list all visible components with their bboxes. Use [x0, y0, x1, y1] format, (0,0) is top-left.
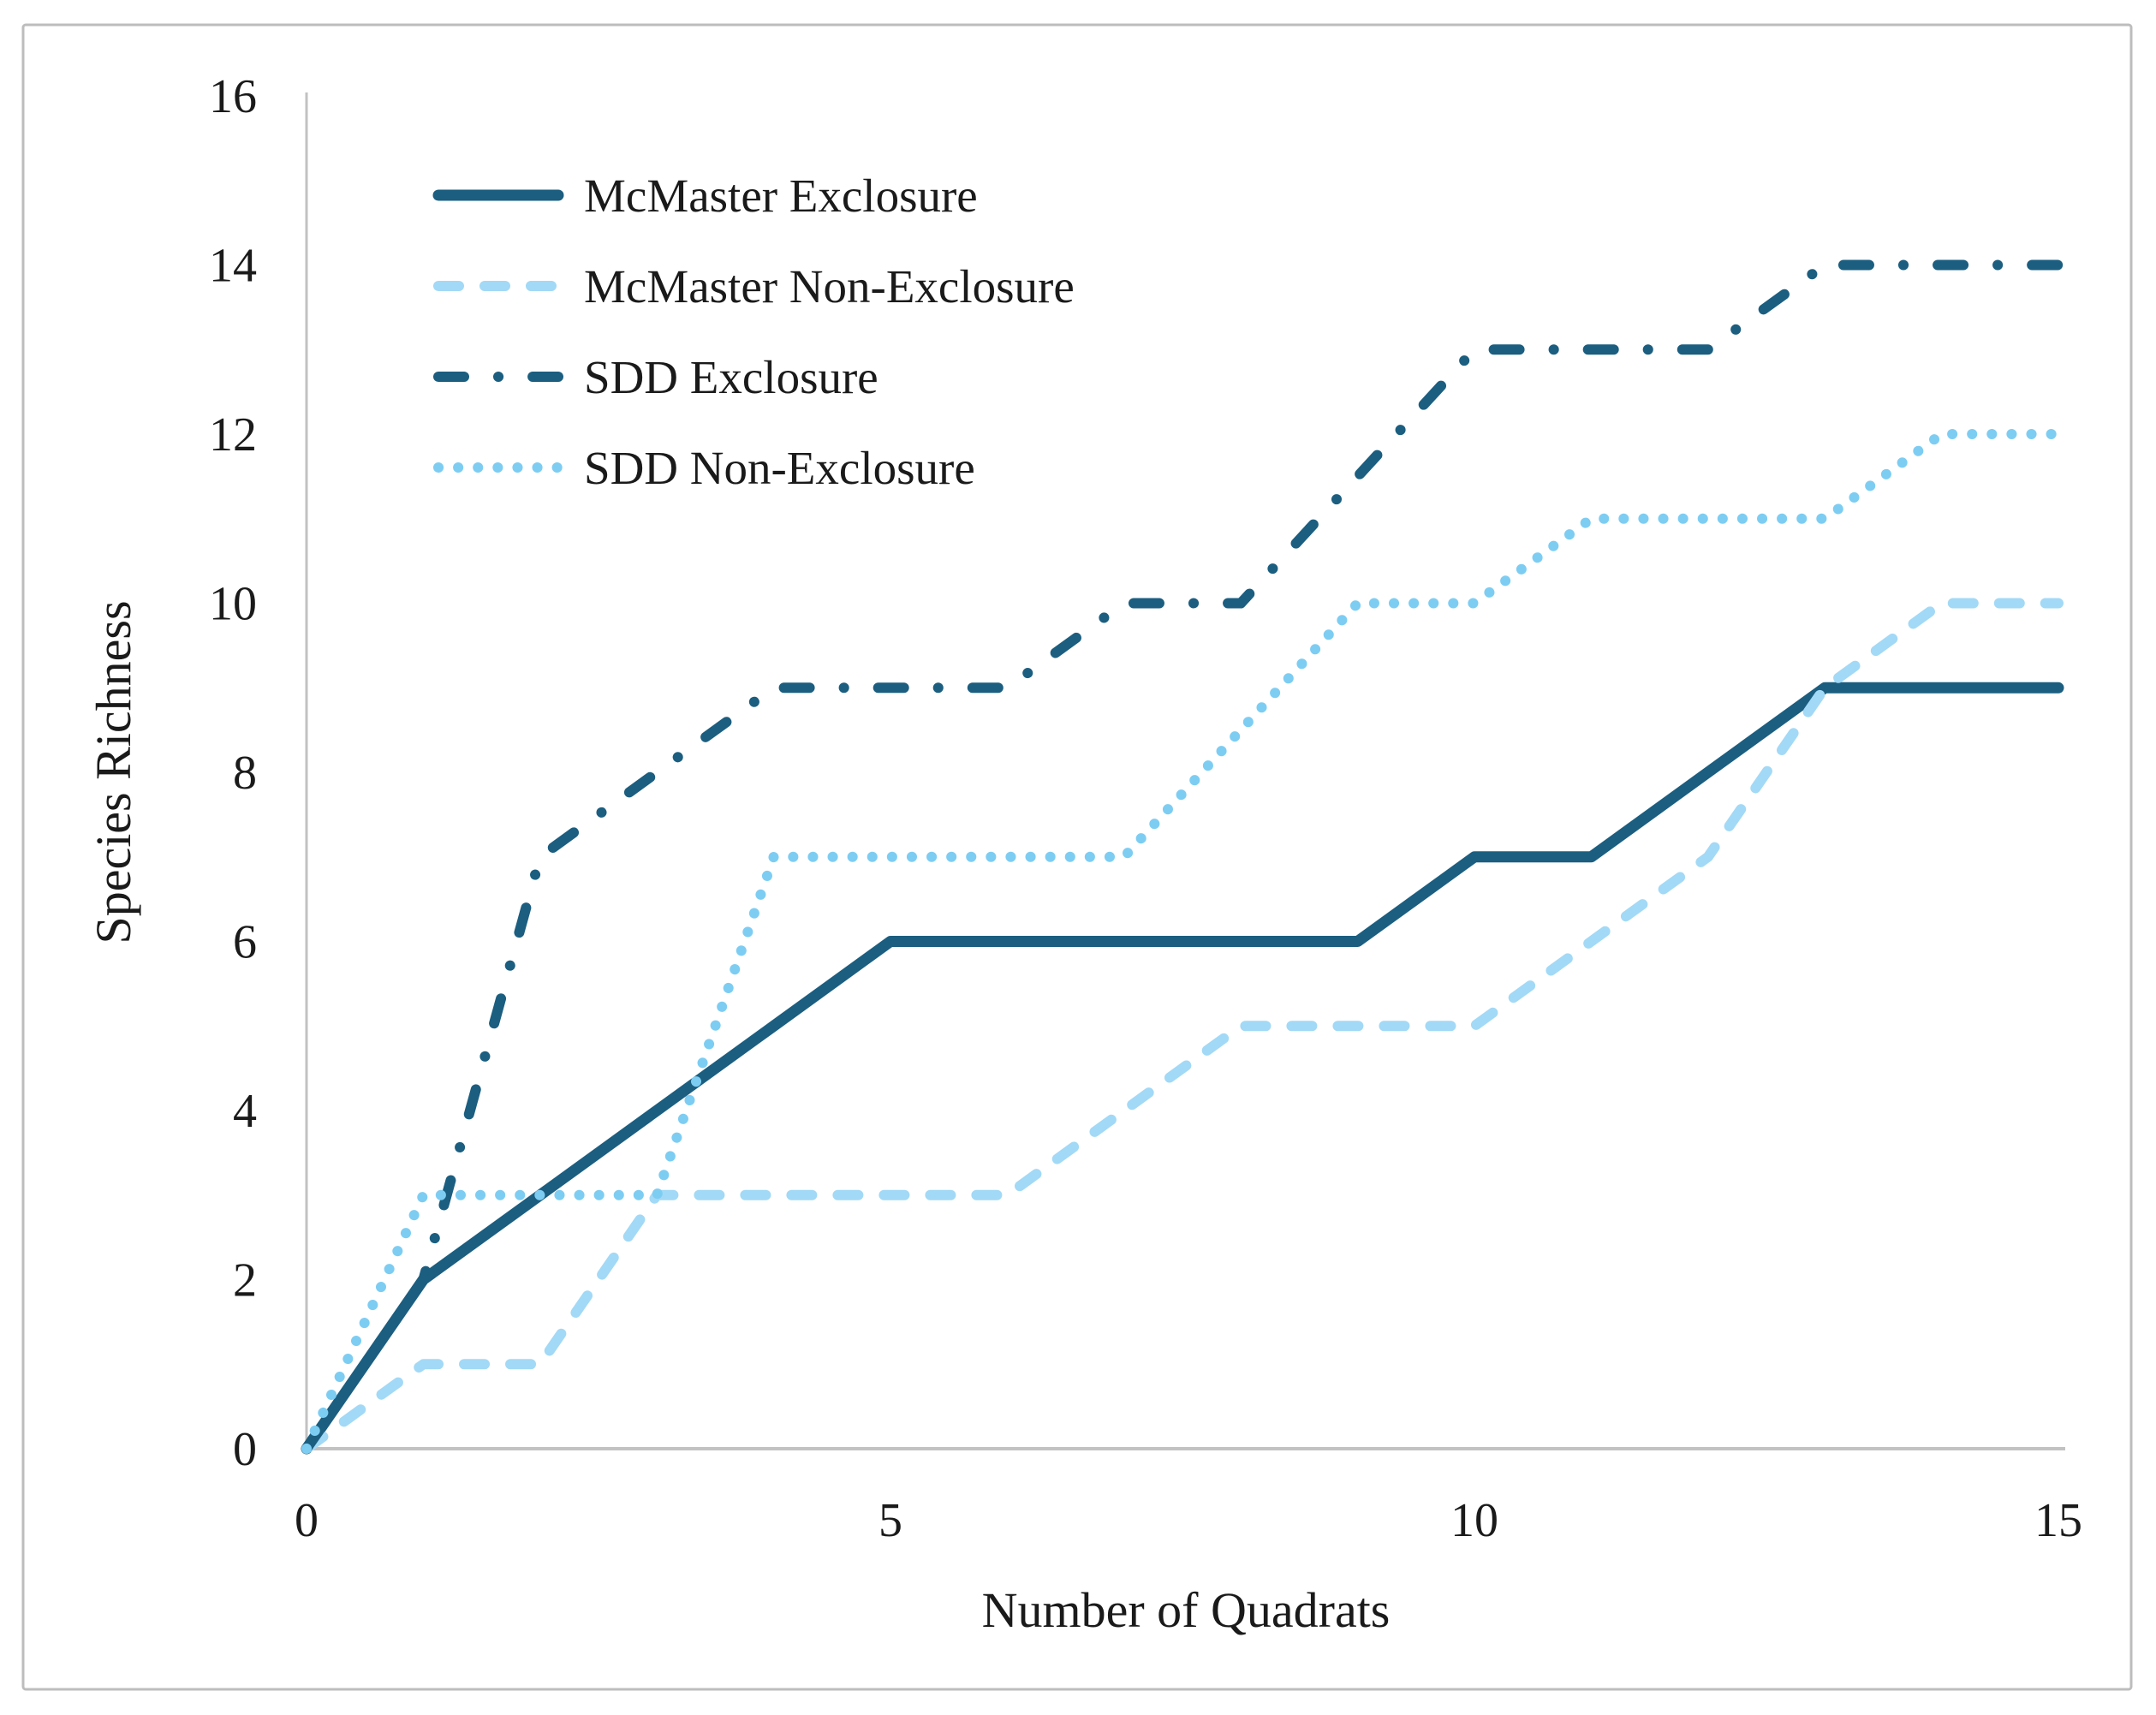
x-tick-label: 5 — [878, 1494, 902, 1547]
y-tick-label: 12 — [209, 408, 257, 462]
y-tick-label: 10 — [209, 578, 257, 631]
y-tick-label: 8 — [233, 747, 257, 800]
series-line-mcmaster-non-exclosure — [301, 598, 2064, 1454]
legend: McMaster Exclosure McMaster Non-Exclosure… — [432, 170, 1075, 494]
y-tick-label: 16 — [209, 70, 257, 123]
legend-item: SDD Exclosure — [433, 351, 878, 403]
legend-label: McMaster Non-Exclosure — [584, 260, 1075, 313]
legend-item: McMaster Non-Exclosure — [433, 260, 1075, 313]
y-tick-label: 4 — [233, 1085, 257, 1138]
series-line-sdd-non-exclosure — [301, 429, 2064, 1454]
figure-border — [21, 23, 2133, 1691]
y-tick-label: 14 — [209, 240, 257, 293]
y-tick-label: 0 — [233, 1423, 257, 1476]
y-axis-title: Species Richness — [86, 600, 141, 944]
legend-label: SDD Exclosure — [584, 351, 878, 403]
y-tick-label: 2 — [233, 1254, 257, 1307]
y-tick-label: 6 — [233, 916, 257, 969]
legend-label: SDD Non-Exclosure — [584, 442, 975, 494]
series-lines — [301, 259, 2064, 1455]
legend-item: SDD Non-Exclosure — [433, 442, 975, 494]
x-tick-label: 0 — [295, 1494, 319, 1547]
x-axis-tick-labels: 0 5 10 15 — [295, 1494, 2082, 1547]
x-tick-label: 15 — [2034, 1494, 2082, 1547]
series-line-mcmaster-exclosure — [301, 682, 2064, 1455]
x-tick-label: 10 — [1450, 1494, 1498, 1547]
series-line-sdd-exclosure — [301, 259, 2064, 1454]
x-axis-title: Number of Quadrats — [982, 1582, 1391, 1638]
legend-label: McMaster Exclosure — [584, 170, 978, 222]
legend-item: McMaster Exclosure — [432, 170, 978, 222]
y-axis-tick-labels: 0 2 4 6 8 10 12 14 16 — [209, 70, 257, 1476]
